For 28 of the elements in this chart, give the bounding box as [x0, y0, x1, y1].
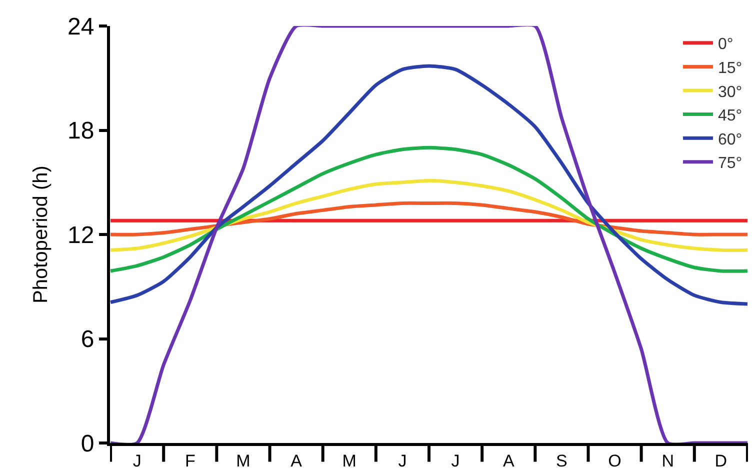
y-tick-label: 6 [80, 326, 94, 354]
x-tick-label: A [502, 451, 515, 470]
x-tick-label: O [608, 451, 622, 470]
line-series [110, 146, 748, 273]
x-tick-label: N [662, 451, 674, 470]
y-tick-label: 12 [67, 222, 94, 249]
x-tick-label: D [714, 451, 728, 470]
line-series [110, 178, 748, 252]
y-axis-title: Photoperiod (h) [30, 166, 52, 304]
x-tick-label: F [184, 451, 196, 470]
x-tick-label: J [451, 451, 460, 470]
legend-label: 15° [718, 60, 742, 77]
line-series [110, 26, 748, 443]
x-tick-label: S [556, 451, 568, 470]
legend-label: 60° [718, 131, 742, 148]
line-series [110, 201, 748, 236]
legend-label: 0° [718, 36, 734, 54]
legend-label: 45° [718, 108, 742, 125]
x-tick-label: M [342, 451, 356, 470]
y-tick-label: 24 [67, 13, 94, 40]
x-tick-label: J [398, 451, 407, 470]
x-tick-label: M [236, 451, 250, 470]
legend-label: 30° [718, 84, 742, 101]
legend-label: 75° [718, 155, 742, 172]
x-tick-label: J [132, 451, 142, 470]
x-tick-label: A [290, 451, 303, 470]
y-tick-label: 0 [80, 430, 94, 458]
y-tick-label: 18 [67, 118, 94, 145]
